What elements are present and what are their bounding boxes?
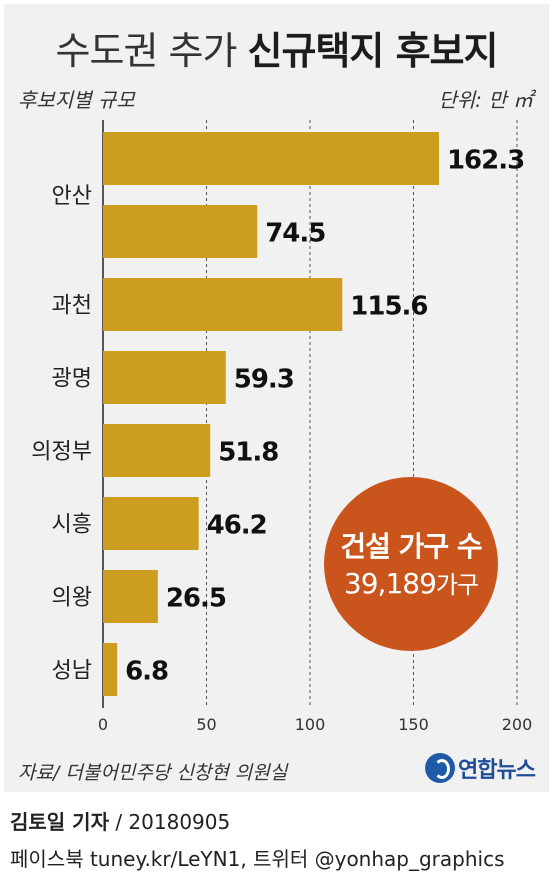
- value-label: 46.2: [207, 511, 267, 541]
- badge-value: 39,189가구: [324, 565, 498, 600]
- value-label: 162.3: [447, 146, 524, 176]
- category-label: 시흥: [52, 513, 92, 538]
- tick-label: 150: [398, 715, 429, 734]
- tick-label: 50: [196, 715, 216, 734]
- logo-text: 연합뉴스: [458, 758, 536, 783]
- bar: [103, 570, 158, 623]
- badge-unit: 가구: [435, 571, 479, 599]
- category-label: 의정부: [31, 440, 92, 465]
- byline: 김토일 기자 / 20180905: [10, 806, 230, 835]
- reporter-name: 김토일 기자: [10, 810, 109, 834]
- value-label: 115.6: [350, 292, 427, 322]
- value-label: 26.5: [166, 584, 226, 614]
- value-label: 51.8: [218, 438, 278, 468]
- title-regular: 수도권 추가: [55, 29, 238, 73]
- chart-subtitle: 후보지별 규모: [18, 88, 135, 112]
- source-note: 자료/ 더불어민주당 신창현 의원실: [18, 762, 288, 784]
- social-links: 페이스북 tuney.kr/LeYN1, 트위터 @yonhap_graphic…: [10, 847, 505, 871]
- category-label: 성남: [52, 659, 92, 684]
- title-bold: 신규택지 후보지: [247, 29, 499, 73]
- tick-label: 100: [295, 715, 326, 734]
- yonhap-logo-icon: [425, 753, 456, 783]
- value-label: 74.5: [265, 219, 325, 249]
- bar: [103, 278, 343, 331]
- category-label: 안산: [52, 184, 92, 209]
- tick-label: 0: [98, 715, 108, 734]
- value-label: 6.8: [125, 657, 168, 687]
- bar: [103, 205, 258, 258]
- unit-label: 단위: 만 ㎡: [438, 88, 533, 112]
- category-label: 과천: [52, 294, 92, 319]
- bar: [103, 132, 439, 185]
- value-label: 59.3: [234, 365, 294, 395]
- households-badge: 건설 가구 수 39,189가구: [324, 477, 498, 651]
- yonhap-logo: 연합뉴스: [425, 752, 536, 784]
- badge-title: 건설 가구 수: [340, 530, 482, 563]
- tick-label: 200: [502, 715, 533, 734]
- category-label: 광명: [52, 367, 92, 392]
- bar: [103, 643, 118, 696]
- publish-date: / 20180905: [115, 810, 231, 834]
- page-title: 수도권 추가 신규택지 후보지: [0, 20, 553, 75]
- bar: [103, 351, 226, 404]
- bar: [103, 424, 211, 477]
- category-label: 의왕: [52, 586, 92, 611]
- badge-number: 39,189: [343, 567, 437, 600]
- bar: [103, 497, 199, 550]
